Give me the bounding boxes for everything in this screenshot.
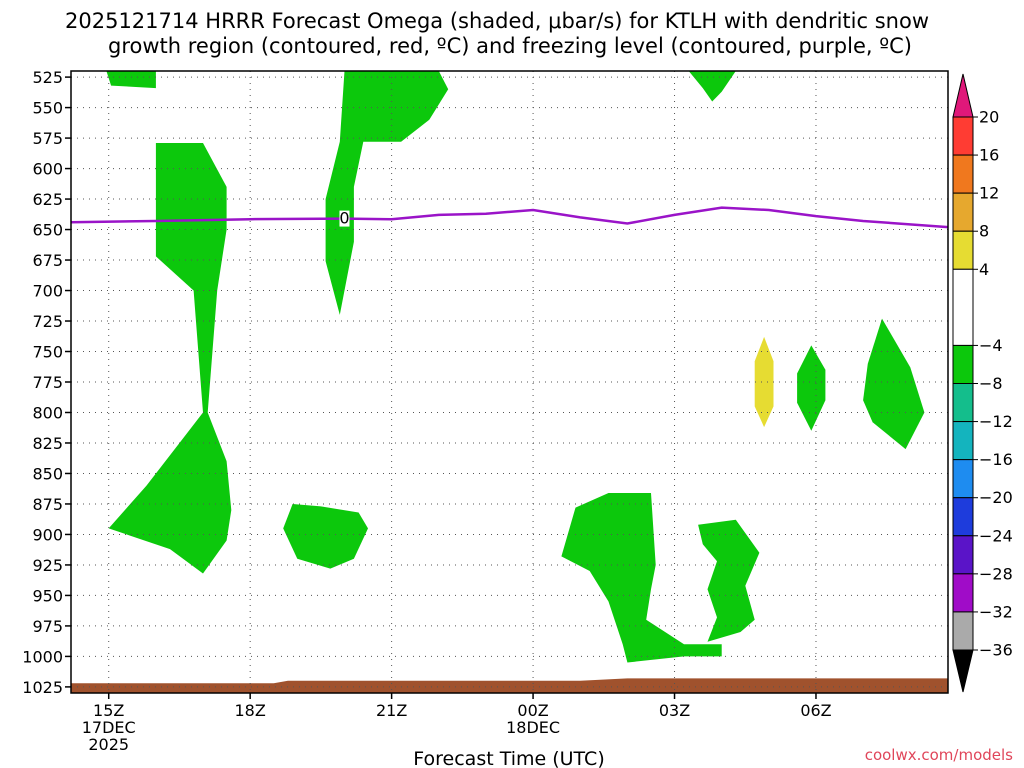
- freezing-level-label: 0: [339, 209, 349, 228]
- surface-terrain: [71, 678, 948, 693]
- colorbar-label-1: 16: [979, 146, 999, 165]
- colorbar-label-10: −24: [979, 526, 1013, 545]
- y-tick-label-600: 600: [32, 160, 63, 179]
- x-tick-label-21Z: 21Z: [376, 701, 407, 720]
- y-tick-label-550: 550: [32, 99, 63, 118]
- colorbar-label-8: −16: [979, 450, 1013, 469]
- omega-region-6: [688, 71, 736, 102]
- omega-region-5: [698, 519, 760, 642]
- omega-region-7: [797, 345, 826, 431]
- grid-lines: [71, 71, 948, 693]
- colorbar-label-12: −32: [979, 602, 1013, 621]
- y-tick-label-575: 575: [32, 129, 63, 148]
- colorbar-segment-9: [952, 497, 974, 537]
- colorbar-bottom-arrow: [952, 649, 974, 693]
- y-tick-label-800: 800: [32, 403, 63, 422]
- y-tick-label-525: 525: [32, 68, 63, 87]
- colorbar-segment-4: [952, 268, 974, 346]
- freezing-level-contour: [70, 206, 949, 229]
- y-tick-label-1025: 1025: [22, 678, 63, 697]
- colorbar-segment-10: [952, 535, 974, 575]
- omega-region-2: [325, 71, 449, 315]
- x-axis-title: Forecast Time (UTC): [413, 748, 604, 768]
- y-axis-pressure: 525 550 575 600 625 650 675 700 725 750 775 800 825 8…: [22, 68, 71, 697]
- colorbar-segment-8: [952, 459, 974, 499]
- colorbar-segment-2: [952, 192, 974, 232]
- omega-region-8: [863, 318, 925, 450]
- y-tick-label-875: 875: [32, 495, 63, 514]
- y-tick-label-700: 700: [32, 282, 63, 301]
- y-tick-label-675: 675: [32, 251, 63, 270]
- credit-text: coolwx.com/models: [865, 746, 1013, 764]
- plot-area: 0: [70, 70, 949, 694]
- freezing-level-label-background: [339, 210, 350, 227]
- omega-region-1: [108, 143, 232, 574]
- y-tick-label-650: 650: [32, 221, 63, 240]
- colorbar-label-9: −20: [979, 488, 1013, 507]
- x-tick-label-18Z: 18Z: [235, 701, 266, 720]
- y-tick-label-775: 775: [32, 373, 63, 392]
- colorbar-segment-12: [952, 611, 974, 651]
- colorbar-label-5: −4: [979, 336, 1003, 355]
- x-tick-date-00Z: 18DEC: [506, 718, 560, 737]
- y-tick-label-950: 950: [32, 586, 63, 605]
- y-tick-label-1000: 1000: [22, 647, 63, 666]
- colorbar-label-6: −8: [979, 374, 1003, 393]
- omega-region-9: [754, 336, 774, 428]
- y-tick-label-825: 825: [32, 434, 63, 453]
- x-tick-label-06Z: 06Z: [800, 701, 831, 720]
- colorbar-segment-0: [952, 116, 974, 156]
- y-tick-label-975: 975: [32, 617, 63, 636]
- colorbar: 20 16 12 8 4 −4 −8 −12 −16 −20 −24 −28 −32 −36: [952, 73, 1013, 693]
- y-tick-label-925: 925: [32, 556, 63, 575]
- chart-title-line-1: 2025121714 HRRR Forecast Omega (shaded, …: [65, 9, 929, 33]
- colorbar-label-7: −12: [979, 412, 1013, 431]
- colorbar-top-arrow: [952, 73, 974, 118]
- colorbar-label-4: 4: [979, 260, 989, 279]
- y-tick-label-725: 725: [32, 312, 63, 331]
- y-tick-label-625: 625: [32, 190, 63, 209]
- omega-region-0: [106, 71, 156, 89]
- colorbar-segment-6: [952, 383, 974, 423]
- colorbar-segment-7: [952, 421, 974, 461]
- colorbar-label-3: 8: [979, 222, 989, 241]
- y-tick-label-900: 900: [32, 525, 63, 544]
- omega-region-4: [561, 493, 722, 663]
- colorbar-segment-3: [952, 230, 974, 270]
- colorbar-segment-11: [952, 573, 974, 613]
- colorbar-label-0: 20: [979, 108, 999, 127]
- y-tick-label-850: 850: [32, 464, 63, 483]
- x-tick-date-15Z: 17DEC: [82, 718, 136, 737]
- colorbar-segment-1: [952, 154, 974, 194]
- x-tick-year-15Z: 2025: [88, 735, 129, 754]
- x-tick-label-15Z: 15Z: [93, 701, 124, 720]
- colorbar-label-2: 12: [979, 184, 999, 203]
- x-tick-label-03Z: 03Z: [659, 701, 690, 720]
- omega-region-3: [283, 504, 368, 569]
- colorbar-label-11: −28: [979, 564, 1013, 583]
- chart-title-line-2: growth region (contoured, red, ºC) and f…: [108, 34, 912, 58]
- y-tick-label-750: 750: [32, 343, 63, 362]
- colorbar-label-13: −36: [979, 641, 1013, 660]
- colorbar-segment-5: [952, 344, 974, 384]
- x-tick-label-00Z: 00Z: [517, 701, 548, 720]
- omega-shading-layer: [106, 71, 925, 663]
